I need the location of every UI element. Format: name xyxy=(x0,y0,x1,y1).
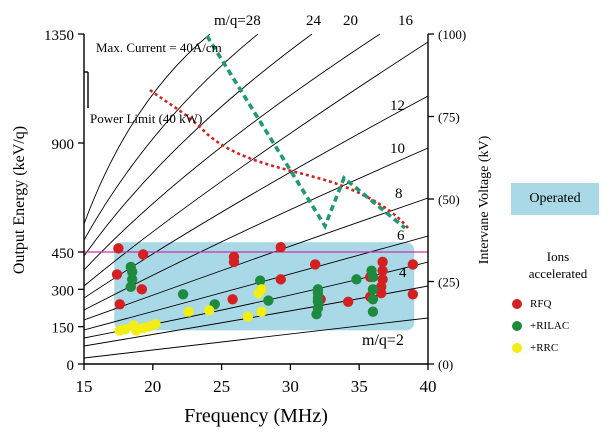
mq-curve xyxy=(84,41,428,287)
point-rfq xyxy=(275,241,286,253)
mq-curve xyxy=(84,34,259,241)
point-rfq xyxy=(342,296,354,307)
point-rfq xyxy=(275,274,286,285)
mq-curve xyxy=(84,317,428,359)
x-tick-label: 30 xyxy=(282,377,299,396)
point-rfq xyxy=(377,256,388,268)
y-tick-label: 300 xyxy=(52,283,75,299)
mq-curve xyxy=(84,197,428,321)
point-rrc xyxy=(256,306,267,317)
point-rrc xyxy=(150,318,161,330)
y-tick-label: 1350 xyxy=(44,28,74,44)
mq-curve xyxy=(84,285,428,347)
point-rfq xyxy=(228,256,240,268)
legend-marker-rilac xyxy=(512,321,522,331)
point-rfq xyxy=(227,294,238,305)
legend-ions-title-line2: accelerated xyxy=(528,266,588,281)
x-tick-label: 20 xyxy=(144,377,161,396)
point-rrc xyxy=(204,305,215,316)
point-rilac xyxy=(177,289,189,300)
mq-label-16: 16 xyxy=(398,13,414,29)
mq-label-24: 24 xyxy=(306,13,322,29)
y-tick-label: 450 xyxy=(52,246,75,262)
x-tick-label: 40 xyxy=(420,377,437,396)
legend-label-rilac: +RILAC xyxy=(530,320,570,332)
mq-label-28: m/q=28 xyxy=(214,13,261,29)
point-rilac xyxy=(351,274,362,285)
mq-label-4: 4 xyxy=(399,265,407,281)
legend-item-rilac: +RILAC xyxy=(512,318,569,334)
point-rilac xyxy=(263,295,274,306)
mq-label-12: 12 xyxy=(390,98,405,114)
point-rrc xyxy=(242,311,253,322)
max-current-line xyxy=(205,35,407,230)
max-current-label: Max. Current = 40A/cm xyxy=(96,40,222,55)
point-rfq xyxy=(407,259,419,270)
x-tick-label: 25 xyxy=(213,377,230,396)
point-rfq xyxy=(376,287,387,299)
legend-ions-title-line1: Ions xyxy=(546,249,570,264)
point-rrc xyxy=(183,306,194,317)
mq-label-20: 20 xyxy=(343,13,358,29)
mq-curve xyxy=(84,34,211,225)
ticks xyxy=(78,33,434,370)
point-rilac xyxy=(126,266,138,278)
right-tick-label: (100) xyxy=(438,27,466,42)
y-axis-title-right: Intervane Voltage (kV) xyxy=(477,135,492,264)
data-points xyxy=(111,241,419,336)
point-rfq xyxy=(137,249,149,260)
point-rilac xyxy=(254,275,266,286)
point-rfq xyxy=(136,284,147,295)
legend-item-rfq: RFQ xyxy=(512,296,551,312)
mq-label-2: m/q=2 xyxy=(362,332,404,349)
right-tick-label: (25) xyxy=(438,275,460,290)
point-rfq xyxy=(114,299,125,310)
legend-operated-label: Operated xyxy=(529,191,581,206)
y-axis-title-left: Output Energy (keV/q) xyxy=(11,126,28,274)
mq-curve xyxy=(84,147,428,311)
mq-label-6: 6 xyxy=(397,228,405,244)
point-rilac xyxy=(125,281,136,293)
point-rfq xyxy=(377,265,388,276)
y-tick-label: 150 xyxy=(52,321,75,337)
legend-marker-rfq xyxy=(512,299,522,309)
point-rilac xyxy=(367,271,379,283)
point-rfq xyxy=(309,259,321,270)
point-rilac xyxy=(367,284,379,295)
legend-label-rfq: RFQ xyxy=(530,298,552,310)
legend-operated: Operated xyxy=(511,183,599,215)
mq-label-10: 10 xyxy=(390,141,405,157)
mq-labels: m/q=28 24 20 16 12 10 8 6 4 m/q=2 xyxy=(214,13,414,349)
point-rrc xyxy=(120,323,131,335)
point-rfq xyxy=(113,243,124,254)
legend-ions-title: Ions accelerated xyxy=(518,248,598,282)
point-rfq xyxy=(407,289,419,300)
point-rilac xyxy=(367,306,379,317)
x-axis-title: Frequency (MHz) xyxy=(184,405,328,427)
tick-labels: 15 20 25 30 35 40 0 150 300 450 900 1350 (0) (25) (50)… xyxy=(44,27,466,396)
mq-curve xyxy=(84,34,313,257)
right-tick-label: (50) xyxy=(438,192,460,207)
y-tick-label: 0 xyxy=(67,358,75,374)
point-rilac xyxy=(311,309,322,320)
x-tick-label: 35 xyxy=(351,377,368,396)
legend-item-rrc: +RRC xyxy=(512,340,558,356)
legend-label-rrc: +RRC xyxy=(530,342,559,354)
point-rfq xyxy=(111,269,123,280)
point-rrc xyxy=(256,284,267,295)
legend-marker-rrc xyxy=(512,343,522,353)
point-rilac xyxy=(367,294,379,305)
y-tick-label: 900 xyxy=(52,137,75,153)
right-tick-label: (75) xyxy=(438,110,460,125)
mq-curve xyxy=(84,34,381,271)
mq-label-8: 8 xyxy=(395,186,403,202)
x-tick-label: 15 xyxy=(76,377,93,396)
power-limit-label: Power Limit (40 kW) xyxy=(90,111,202,126)
right-tick-label: (0) xyxy=(438,357,453,372)
